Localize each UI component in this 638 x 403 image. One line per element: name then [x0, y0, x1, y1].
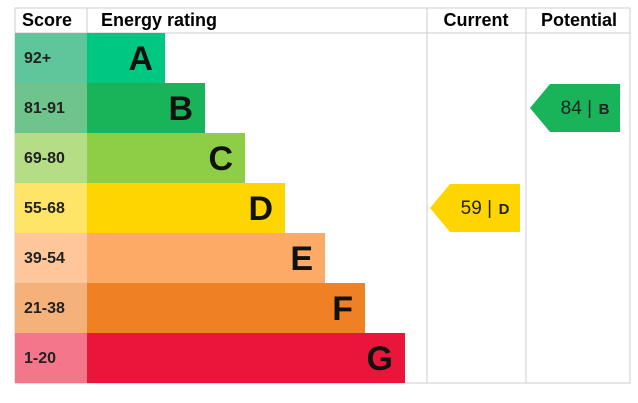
score-label: 1-20 [24, 350, 56, 367]
current-separator: | [487, 198, 492, 219]
potential-label: 84 | [561, 98, 592, 119]
score-label: 69-80 [24, 150, 65, 167]
potential-value: 84 [561, 98, 583, 119]
rating-bar [87, 283, 365, 333]
rating-letter: C [208, 140, 233, 178]
score-label: 39-54 [24, 250, 65, 267]
potential-arrow [530, 84, 620, 132]
rating-bar [87, 133, 245, 183]
potential-separator: | [587, 98, 592, 119]
score-cell [15, 283, 87, 333]
score-cell [15, 83, 87, 133]
score-cell [15, 183, 87, 233]
rating-bar [87, 33, 165, 83]
current-arrow [430, 184, 520, 232]
header-current: Current [443, 10, 508, 30]
rating-letter: D [248, 190, 273, 228]
rating-letter: A [128, 40, 153, 78]
rating-letter: G [367, 340, 393, 378]
rating-letter: B [168, 90, 193, 128]
score-label: 55-68 [24, 200, 65, 217]
rating-bar [87, 233, 325, 283]
potential-rating: B [599, 101, 610, 118]
rating-letter: F [332, 290, 353, 328]
score-cell [15, 233, 87, 283]
score-label: 81-91 [24, 100, 65, 117]
rating-bar [87, 83, 205, 133]
score-label: 21-38 [24, 300, 65, 317]
rating-bar [87, 333, 405, 383]
header-potential: Potential [541, 10, 617, 30]
rating-bar [87, 183, 285, 233]
current-label: 59 | [461, 198, 492, 219]
rating-letter: E [290, 240, 313, 278]
score-cell [15, 333, 87, 383]
header-rating: Energy rating [101, 10, 217, 30]
score-cell [15, 133, 87, 183]
score-label: 92+ [24, 50, 51, 67]
score-cell [15, 33, 87, 83]
header-score: Score [22, 10, 72, 30]
current-rating: D [499, 201, 510, 218]
current-value: 59 [461, 198, 482, 219]
